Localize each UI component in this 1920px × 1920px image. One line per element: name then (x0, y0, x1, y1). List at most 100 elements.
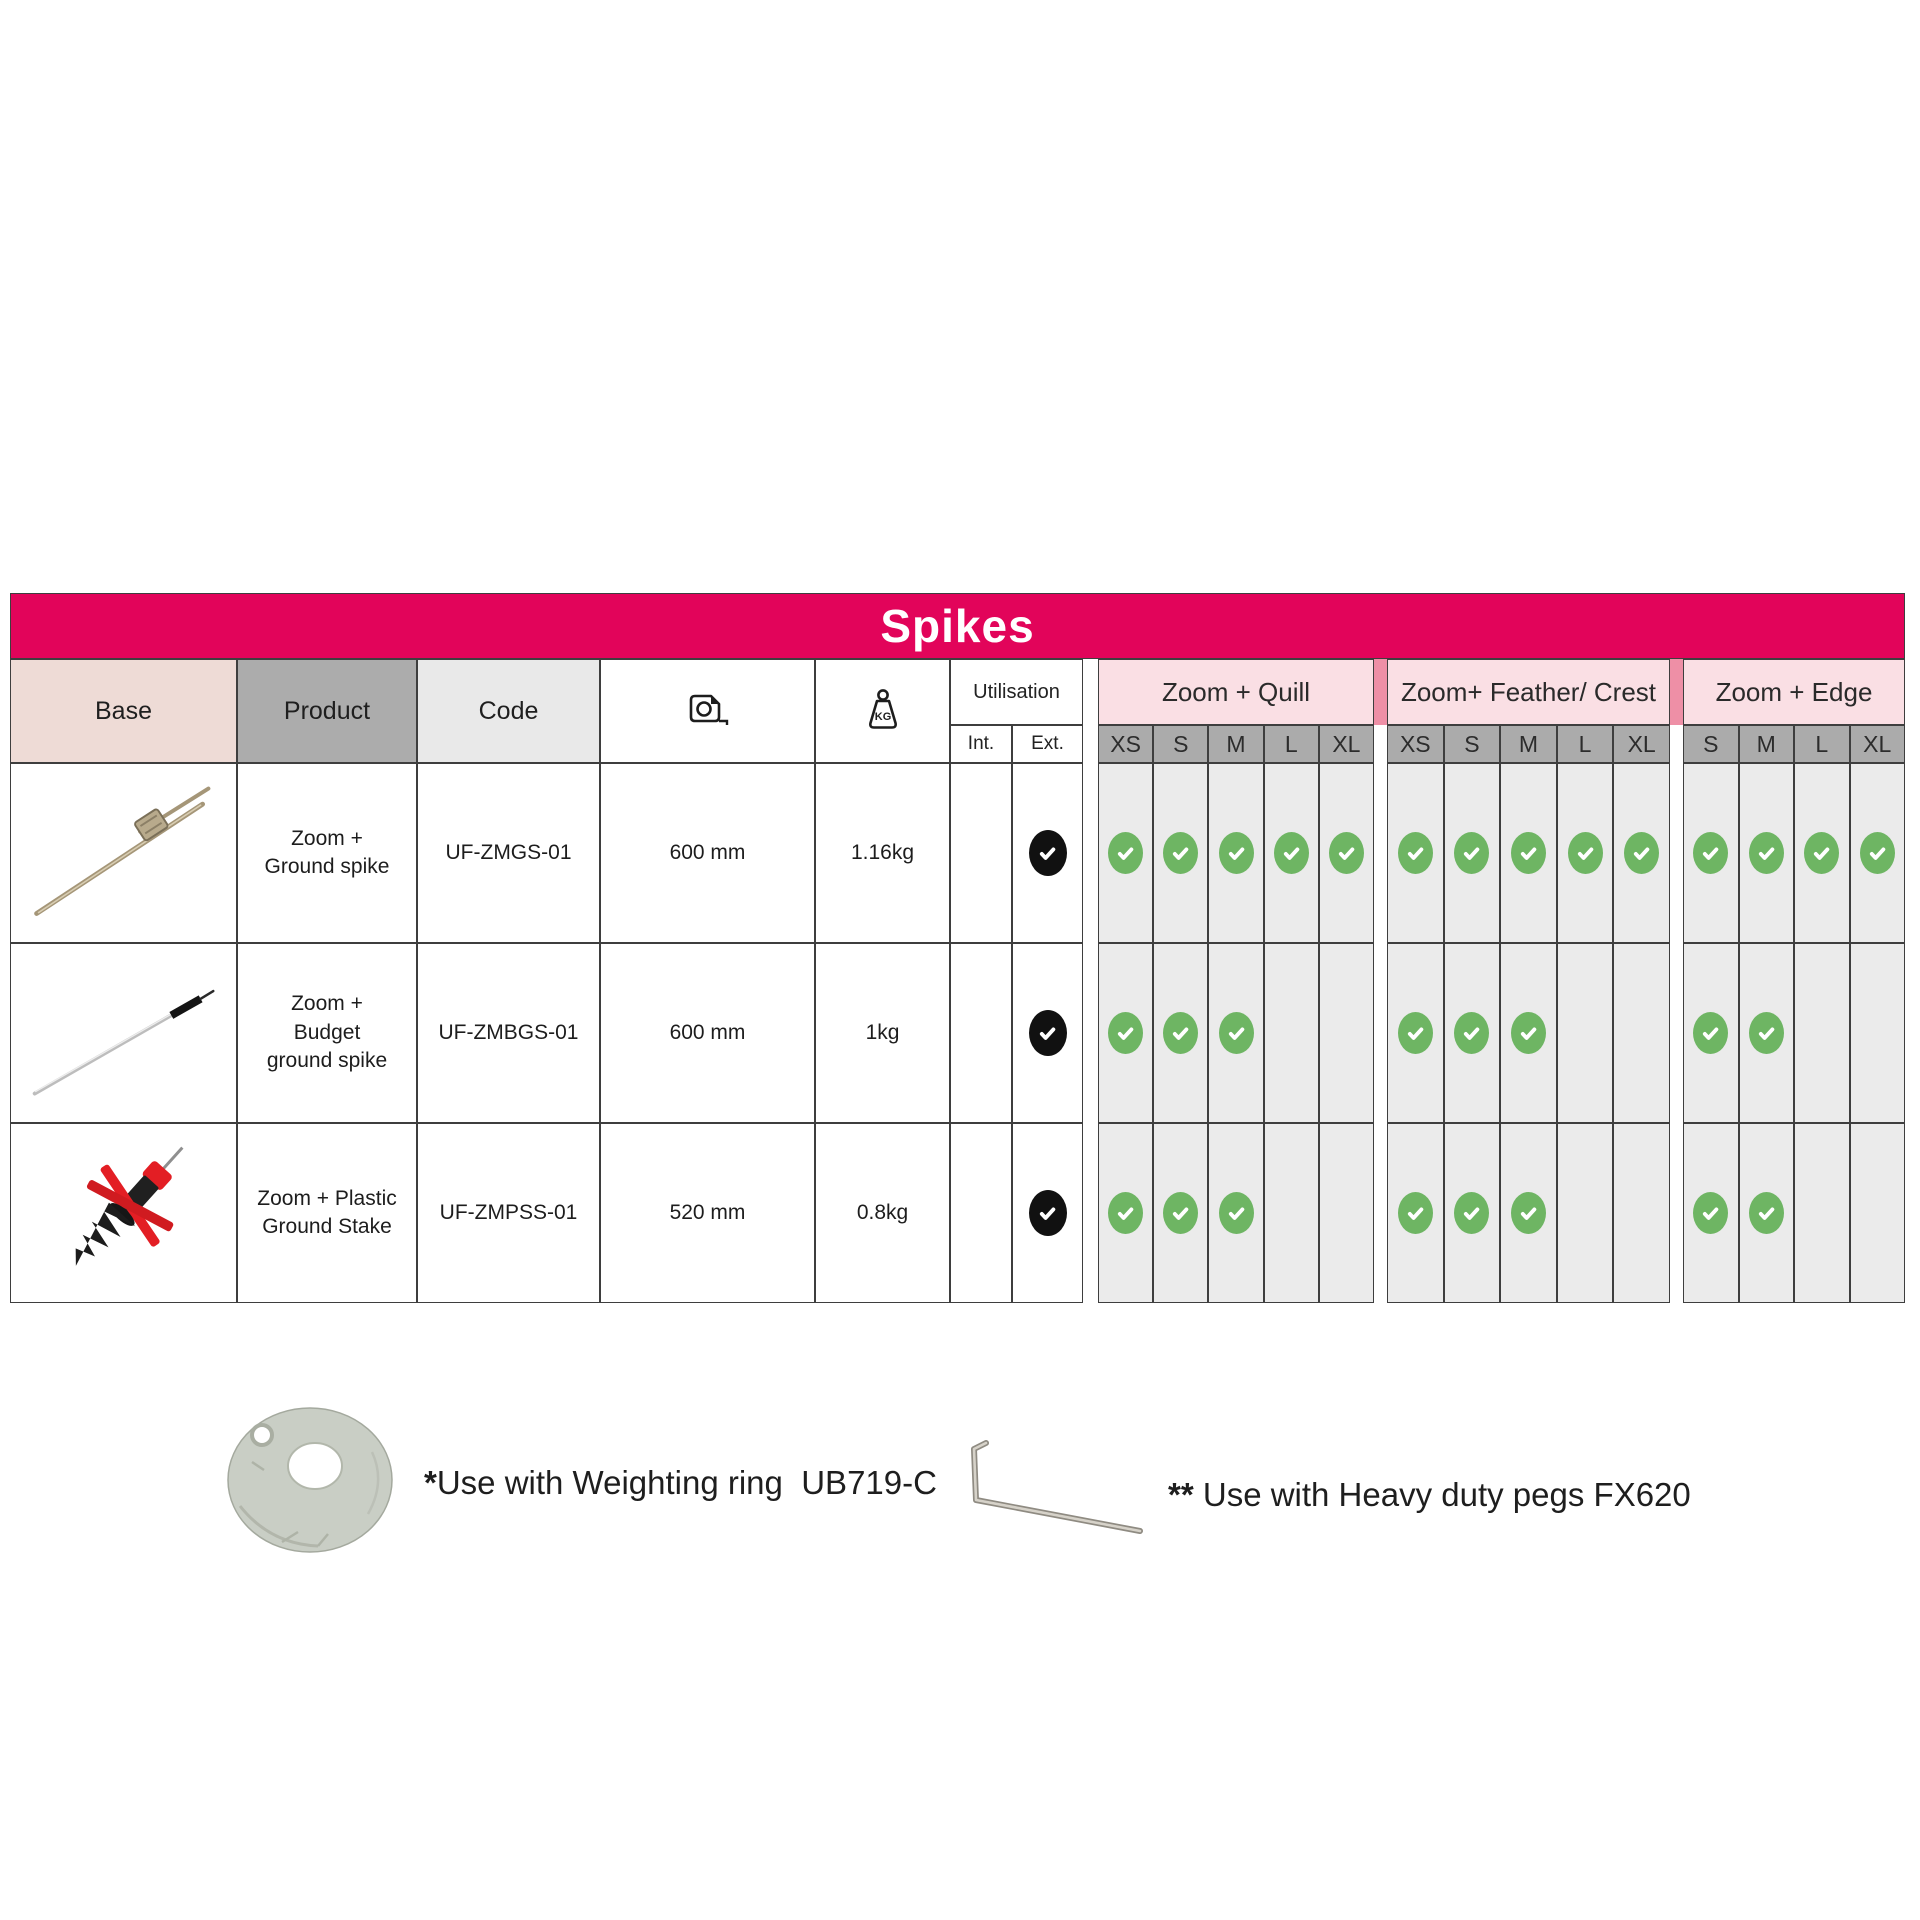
size-header-s: S (1683, 725, 1739, 763)
ground-spike-image (11, 764, 236, 942)
size-header-xl: XL (1849, 725, 1905, 763)
check-icon (1163, 832, 1199, 874)
check-icon (1804, 832, 1840, 874)
size-header-xs: XS (1098, 725, 1154, 763)
footnote-weighting-ring: * Use with Weighting ring UB719-C (424, 1462, 937, 1504)
compatibility-cell (1098, 943, 1154, 1123)
compatibility-cell (1738, 943, 1794, 1123)
footnote-text: Use with Heavy duty pegs FX620 (1193, 1476, 1691, 1513)
ext-cell (1012, 763, 1083, 943)
compatibility-cell (1738, 763, 1794, 943)
size-header-l: L (1794, 725, 1850, 763)
group-zoom-edge: Zoom + Edge S M L XL (1683, 659, 1905, 1303)
size-header-xl: XL (1318, 725, 1375, 763)
compatibility-cell (1208, 763, 1264, 943)
compatibility-cell (1849, 1123, 1905, 1303)
size-header-l: L (1263, 725, 1319, 763)
compatibility-cell (1263, 1123, 1319, 1303)
footnote-marker: * (424, 1464, 437, 1501)
check-icon (1454, 1012, 1490, 1054)
weighting-ring-image (222, 1402, 400, 1560)
check-icon (1273, 832, 1309, 874)
group-zoom-feather-crest: Zoom+ Feather/ Crest XS S M L XL (1387, 659, 1670, 1303)
check-icon (1510, 832, 1546, 874)
compatibility-cell (1318, 1123, 1375, 1303)
check-icon (1693, 832, 1729, 874)
ext-check-icon (1028, 1190, 1067, 1236)
check-icon (1163, 1012, 1199, 1054)
compatibility-cell (1318, 943, 1375, 1123)
utilisation-subheader: Int. Ext. (950, 725, 1083, 763)
tape-measure-icon (685, 691, 731, 731)
product-weight: 1.16kg (815, 763, 950, 943)
size-header-xs: XS (1387, 725, 1444, 763)
compatibility-cell (1794, 763, 1850, 943)
size-header-s: S (1153, 725, 1209, 763)
compatibility-cell (1208, 1123, 1264, 1303)
weight-header: KG (815, 659, 950, 763)
check-icon (1510, 1192, 1546, 1234)
product-length: 600 mm (600, 763, 815, 943)
compatibility-cell (1613, 1123, 1670, 1303)
budget-ground-spike-image (11, 944, 236, 1122)
kg-weight-icon: KG (863, 688, 903, 734)
product-name: Zoom + Plastic Ground Stake (237, 1123, 417, 1303)
group-zoom-quill: Zoom + Quill XS S M L XL (1098, 659, 1375, 1303)
compatibility-cell (1556, 943, 1614, 1123)
check-icon (1624, 832, 1660, 874)
product-weight: 1kg (815, 943, 950, 1123)
gap-separator-rose (1670, 659, 1683, 1303)
compatibility-cell (1500, 943, 1557, 1123)
group-header-feather-crest: Zoom+ Feather/ Crest (1387, 659, 1670, 725)
column-base: Base (10, 659, 237, 1303)
compatibility-cell (1153, 1123, 1209, 1303)
check-icon (1748, 1192, 1784, 1234)
compatibility-row (1387, 763, 1670, 943)
compatibility-cell (1794, 943, 1850, 1123)
column-weight: KG 1.16kg 1kg 0.8kg (815, 659, 950, 1303)
compatibility-cell (1794, 1123, 1850, 1303)
length-header (600, 659, 815, 763)
column-length: 600 mm 600 mm 520 mm (600, 659, 815, 1303)
group-header-quill: Zoom + Quill (1098, 659, 1374, 725)
check-icon (1567, 832, 1603, 874)
compatibility-cell (1613, 763, 1670, 943)
compatibility-cell (1208, 943, 1264, 1123)
int-cell (950, 943, 1012, 1123)
spikes-table: Spikes Base (10, 593, 1905, 1303)
footnote-heavy-duty-pegs: ** Use with Heavy duty pegs FX620 (1168, 1474, 1691, 1516)
compatibility-cell (1683, 943, 1739, 1123)
product-code: UF-ZMPSS-01 (417, 1123, 600, 1303)
size-header-m: M (1738, 725, 1794, 763)
product-code: UF-ZMBGS-01 (417, 943, 600, 1123)
ext-check-icon (1028, 1010, 1067, 1056)
base-image-budget-ground-spike (10, 943, 237, 1123)
check-icon (1859, 832, 1895, 874)
footnote-marker: ** (1168, 1476, 1194, 1513)
check-icon (1454, 832, 1490, 874)
compatibility-row (1387, 943, 1670, 1123)
compatibility-cell (1153, 943, 1209, 1123)
check-icon (1397, 1192, 1433, 1234)
compatibility-cell (1849, 943, 1905, 1123)
size-header-l: L (1556, 725, 1614, 763)
compatibility-row (1683, 763, 1905, 943)
compatibility-cell (1387, 943, 1444, 1123)
check-icon (1108, 1012, 1144, 1054)
compatibility-cell (1683, 1123, 1739, 1303)
size-header-m: M (1500, 725, 1557, 763)
compatibility-cell (1387, 763, 1444, 943)
utilisation-header: Utilisation (950, 659, 1083, 725)
size-header-row: XS S M L XL (1098, 725, 1375, 763)
size-header-m: M (1208, 725, 1264, 763)
product-length: 600 mm (600, 943, 815, 1123)
base-image-plastic-ground-stake (10, 1123, 237, 1303)
compatibility-cell (1263, 943, 1319, 1123)
check-icon (1748, 832, 1784, 874)
footnote-text: Use with Weighting ring UB719-C (436, 1464, 937, 1501)
check-icon (1218, 1192, 1254, 1234)
ext-check-icon (1028, 830, 1067, 876)
check-icon (1163, 1192, 1199, 1234)
ext-cell (1012, 943, 1083, 1123)
table-title: Spikes (10, 593, 1905, 659)
